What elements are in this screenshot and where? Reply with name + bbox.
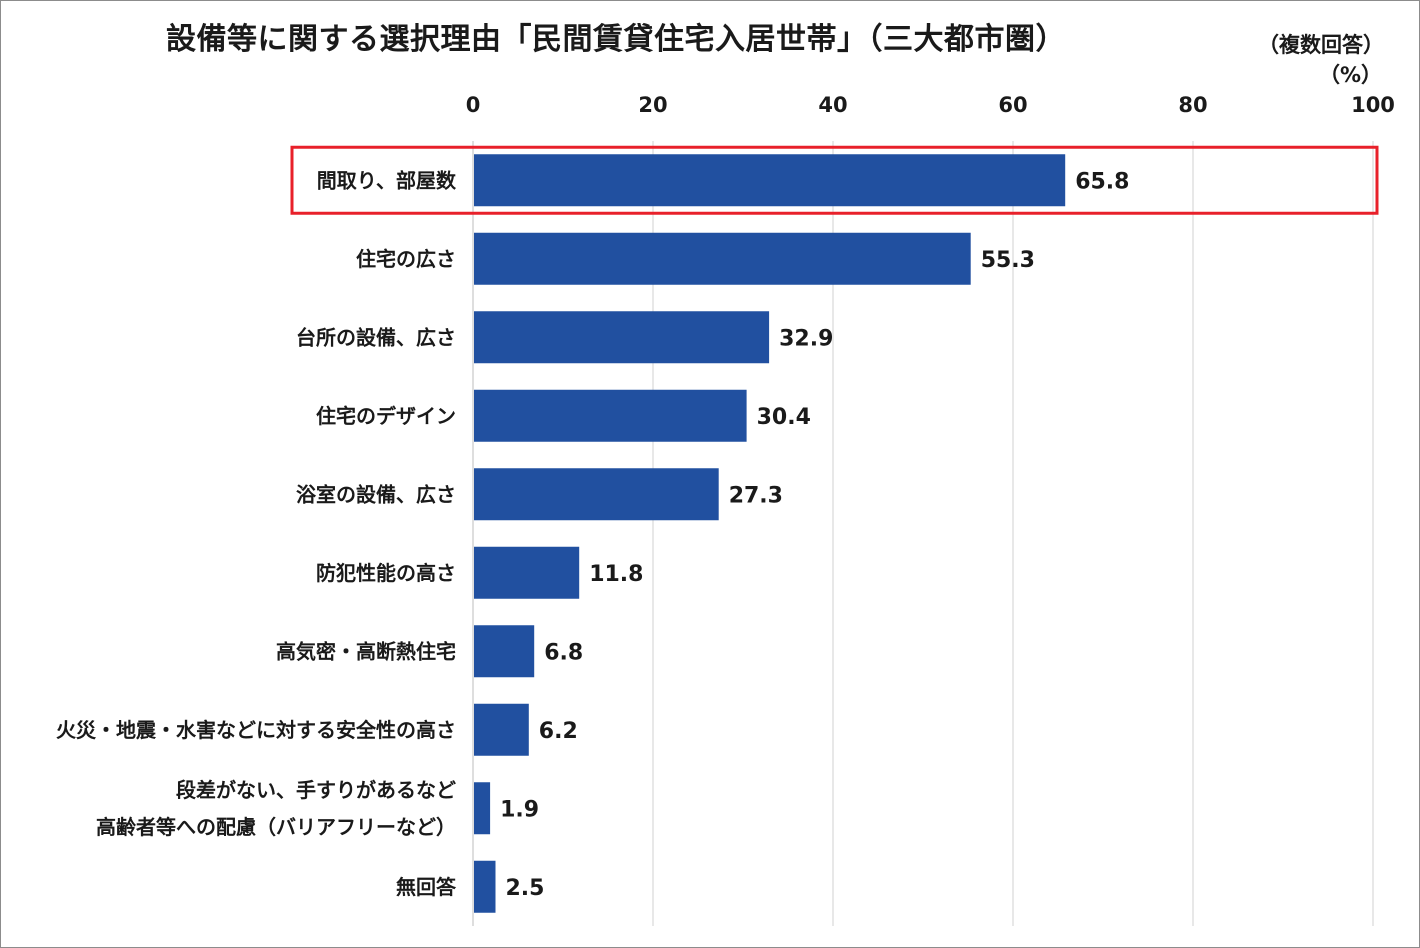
bar: [474, 311, 770, 364]
category-label-line: 高気密・高断熱住宅: [276, 639, 456, 663]
chart-title: 設備等に関する選択理由「民間賃貸住宅入居世帯」（三大都市圏）: [166, 22, 1066, 57]
category-label: 火災・地震・水害などに対する安全性の高さ: [56, 718, 456, 742]
bar: [474, 782, 491, 835]
category-label: 浴室の設備、広さ: [296, 482, 456, 506]
category-label: 住宅のデザイン: [316, 404, 456, 428]
bar: [474, 625, 535, 678]
data-label: 2.5: [506, 876, 545, 901]
category-label-line: 高齢者等への配慮（バリアフリーなど）: [96, 815, 456, 839]
bar: [474, 154, 1066, 207]
category-label: 無回答: [396, 875, 457, 899]
data-label: 30.4: [757, 405, 811, 430]
data-label: 32.9: [779, 326, 833, 351]
x-tick-label: 0: [466, 93, 481, 117]
category-label: 間取り、部屋数: [317, 168, 457, 192]
category-label: 高気密・高断熱住宅: [276, 639, 456, 663]
category-label-line: 段差がない、手すりがあるなど: [176, 778, 456, 802]
data-label: 6.8: [544, 640, 583, 665]
data-label: 55.3: [981, 248, 1035, 273]
category-label-line: 無回答: [396, 875, 457, 899]
highlight-box: [290, 145, 1379, 215]
category-label-line: 間取り、部屋数: [317, 168, 457, 192]
chart-note: （複数回答） （%）: [1258, 30, 1384, 90]
category-label: 台所の設備、広さ: [296, 325, 456, 349]
bar: [474, 232, 971, 285]
category-label-line: 住宅の広さ: [356, 247, 456, 271]
category-label: 住宅の広さ: [356, 247, 456, 271]
category-label-line: 火災・地震・水害などに対する安全性の高さ: [56, 718, 456, 742]
x-tick-label: 40: [818, 93, 847, 117]
category-label-line: 防犯性能の高さ: [316, 561, 456, 585]
data-label: 11.8: [589, 562, 643, 587]
multiple-answer-note: （複数回答）: [1258, 33, 1384, 57]
category-label-line: 台所の設備、広さ: [296, 325, 456, 349]
data-label: 6.2: [539, 719, 578, 744]
bar: [474, 703, 529, 756]
x-tick-label: 60: [998, 93, 1027, 117]
bar: [474, 468, 719, 521]
x-tick-label: 80: [1178, 93, 1207, 117]
category-label-line: 住宅のデザイン: [316, 404, 456, 428]
bar: [474, 389, 747, 442]
bar: [474, 860, 496, 913]
data-label: 65.8: [1075, 169, 1129, 194]
category-label-line: 浴室の設備、広さ: [296, 482, 456, 506]
category-label: 防犯性能の高さ: [316, 561, 456, 585]
category-label: 段差がない、手すりがあるなど高齢者等への配慮（バリアフリーなど）: [96, 778, 456, 839]
bar: [474, 546, 580, 599]
x-tick-label: 100: [1351, 93, 1395, 117]
data-label: 1.9: [500, 797, 539, 822]
x-tick-label: 20: [638, 93, 667, 117]
data-label: 27.3: [729, 483, 783, 508]
unit-label: （%）: [1318, 63, 1382, 87]
